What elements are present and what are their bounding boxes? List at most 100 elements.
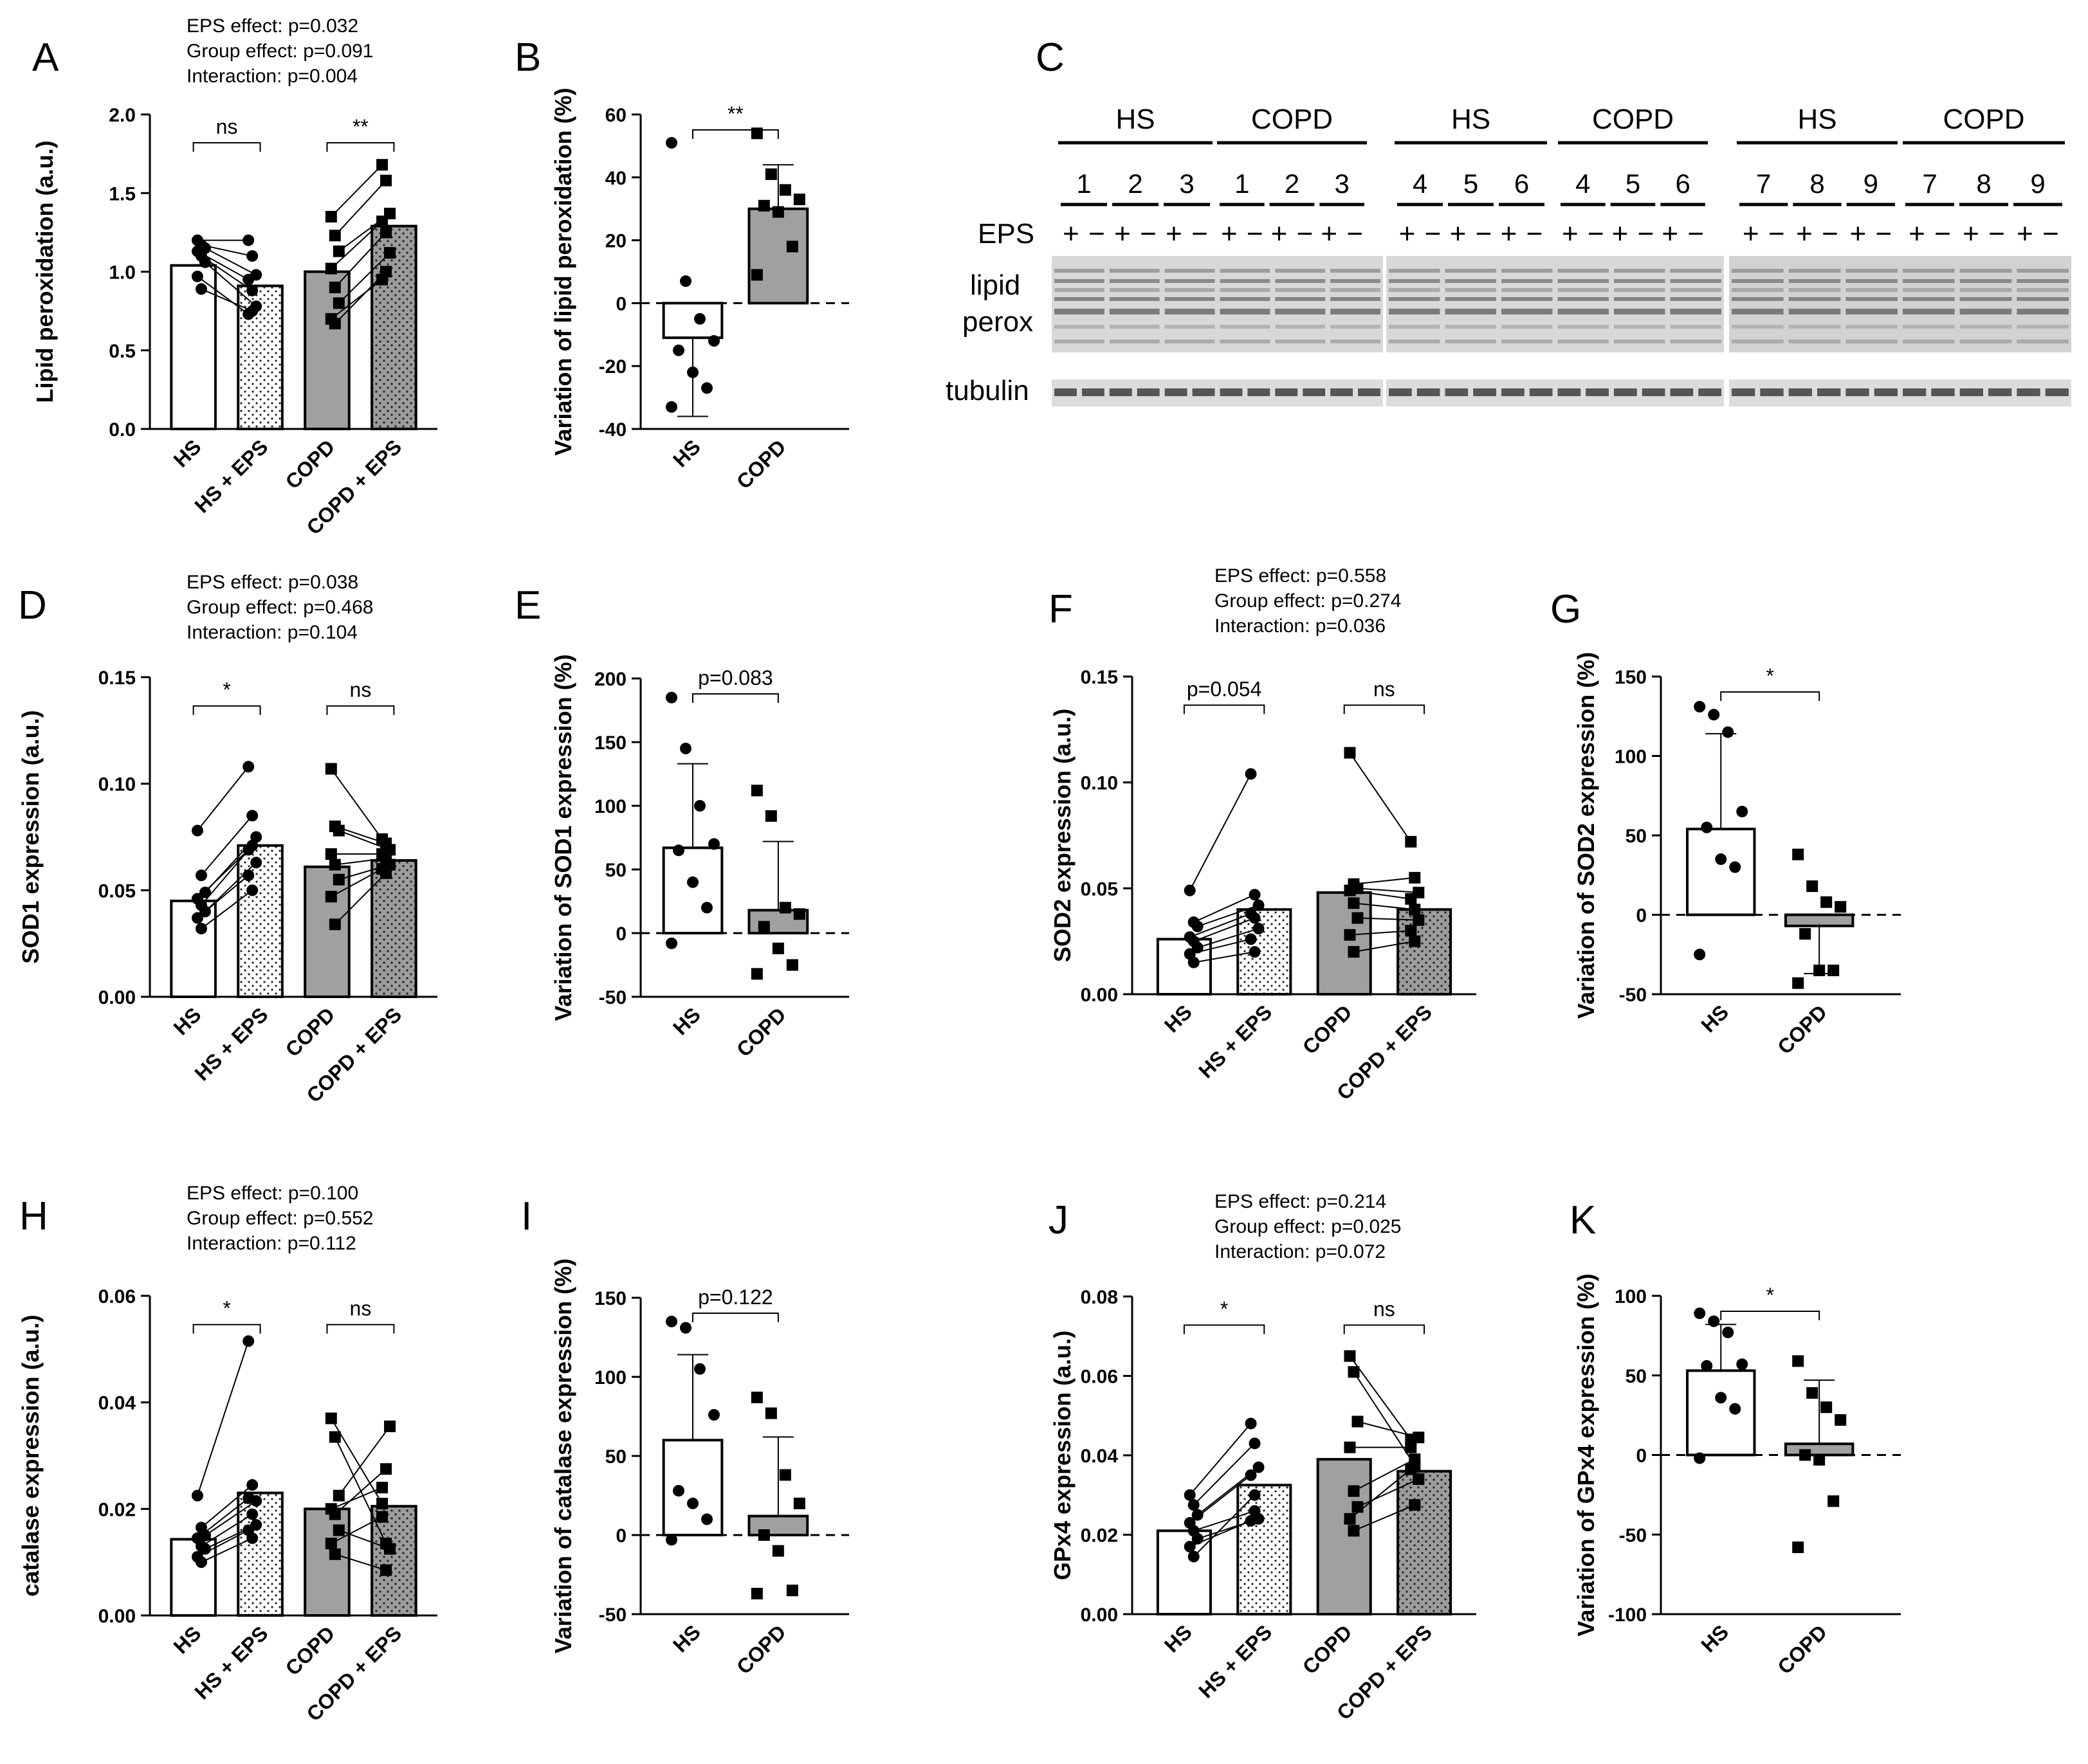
data-point-square bbox=[333, 1524, 345, 1536]
data-point-circle bbox=[1191, 1509, 1204, 1521]
tubulin-band bbox=[1303, 388, 1326, 396]
data-point-square bbox=[1799, 1449, 1811, 1461]
data-point-square bbox=[380, 266, 392, 278]
blot-band bbox=[1788, 325, 1841, 329]
data-point-square bbox=[325, 1538, 337, 1550]
tubulin-band bbox=[1220, 388, 1243, 396]
category-label: HS bbox=[169, 435, 206, 471]
eps-sign: + bbox=[1166, 218, 1182, 250]
category-label: COPD bbox=[1773, 1000, 1831, 1059]
data-point-circle bbox=[1245, 933, 1257, 945]
bar-hs-plus-eps bbox=[237, 1491, 284, 1617]
stat-line: EPS effect: p=0.032 bbox=[187, 15, 358, 37]
pair-connector bbox=[331, 278, 383, 320]
blot-band bbox=[1445, 325, 1496, 329]
blot-band bbox=[1220, 297, 1270, 301]
bar-hs-plus-eps bbox=[1236, 1484, 1292, 1615]
data-point-square bbox=[376, 215, 389, 228]
eps-sign: − bbox=[1934, 218, 1951, 250]
category-label: COPD bbox=[1298, 1620, 1357, 1678]
y-tick-label: 100 bbox=[1615, 1286, 1647, 1307]
data-point-circle bbox=[1245, 1514, 1257, 1527]
blot-band bbox=[1445, 288, 1496, 292]
data-point-circle bbox=[1729, 1403, 1741, 1415]
data-point-square bbox=[325, 1412, 337, 1424]
data-point-circle bbox=[246, 250, 259, 262]
eps-sign: − bbox=[1822, 218, 1838, 250]
bar-hs-plus-eps bbox=[1236, 908, 1292, 996]
data-point-circle bbox=[1184, 884, 1196, 896]
data-point-circle bbox=[1191, 941, 1204, 954]
significance-bracket bbox=[192, 705, 261, 715]
stat-line: Group effect: p=0.091 bbox=[187, 41, 374, 62]
bar-copd bbox=[1316, 891, 1372, 996]
blot-band bbox=[1670, 288, 1721, 292]
blot-band bbox=[1845, 297, 1898, 301]
eps-sign: + bbox=[1114, 218, 1131, 250]
data-point-square bbox=[333, 1489, 345, 1502]
blot-band bbox=[1557, 340, 1609, 343]
blot-group-header: HS bbox=[1115, 104, 1155, 135]
blot-band bbox=[1670, 325, 1721, 329]
blot-subject-number: 5 bbox=[1626, 168, 1640, 199]
tubulin-band bbox=[1988, 388, 2012, 396]
y-axis-title-B: Variation of lipid peroxidation (%) bbox=[550, 87, 576, 455]
eps-sign: + bbox=[1271, 218, 1288, 250]
blot-band bbox=[1275, 269, 1326, 273]
blot-band bbox=[1788, 288, 1841, 292]
pair-connector bbox=[1189, 913, 1251, 938]
data-point-circle bbox=[1184, 1489, 1196, 1501]
y-tick-label: 1.0 bbox=[109, 262, 136, 284]
significance-bracket bbox=[326, 1323, 395, 1334]
data-point-square bbox=[765, 168, 777, 180]
blot-band bbox=[1054, 325, 1104, 329]
blot-subject-number: 8 bbox=[1809, 168, 1824, 199]
significance-bracket bbox=[692, 693, 779, 703]
blot-band bbox=[1501, 309, 1553, 314]
tubulin-band bbox=[1586, 388, 1609, 396]
data-point-square bbox=[1409, 904, 1421, 916]
blot-band bbox=[1903, 269, 1955, 273]
stat-line: Interaction: p=0.072 bbox=[1214, 1241, 1386, 1262]
data-point-square bbox=[325, 848, 337, 860]
pair-connector bbox=[338, 1426, 390, 1496]
data-point-circle bbox=[666, 1534, 677, 1546]
data-point-square bbox=[772, 206, 784, 218]
tubulin-band bbox=[1192, 388, 1215, 396]
eps-sign: − bbox=[1988, 218, 2005, 250]
chart-panel-G: -50 0 50 100 150 Variation of SOD2 expression… bbox=[1550, 587, 1901, 1059]
blot-band bbox=[1501, 269, 1553, 273]
eps-sign: − bbox=[1588, 218, 1604, 250]
blot-band bbox=[1220, 340, 1270, 343]
pair-connector bbox=[1189, 1423, 1252, 1496]
blot-group-headers: HS COPD HS COPD HS COPD bbox=[1058, 104, 2065, 145]
category-label: HS bbox=[668, 1003, 705, 1039]
pair-connector bbox=[1349, 752, 1412, 842]
data-point-square bbox=[329, 859, 341, 871]
blot-band bbox=[1389, 325, 1440, 329]
significance-bracket bbox=[1720, 691, 1820, 701]
tubulin-band bbox=[2045, 388, 2069, 396]
data-point-square bbox=[380, 1463, 392, 1475]
data-point-circle bbox=[243, 761, 255, 773]
blot-band bbox=[1732, 269, 1784, 273]
y-tick-label: -50 bbox=[599, 1605, 627, 1626]
blot-band bbox=[1732, 288, 1784, 292]
y-tick-label: 0 bbox=[616, 293, 627, 314]
blot-band bbox=[1959, 279, 2012, 283]
bar-copd bbox=[747, 1514, 809, 1536]
significance-label: ns bbox=[1373, 677, 1395, 700]
pair-connector bbox=[1193, 1442, 1256, 1505]
panel-label-E: E bbox=[515, 583, 541, 628]
eps-sign: − bbox=[1638, 218, 1654, 250]
blot-group-header: COPD bbox=[1251, 104, 1333, 135]
data-point-square bbox=[758, 199, 770, 212]
blot-band bbox=[1389, 288, 1440, 292]
eps-sign: − bbox=[1768, 218, 1785, 250]
data-point-circle bbox=[1701, 821, 1713, 833]
eps-sign: + bbox=[1909, 218, 1925, 250]
data-point-square bbox=[1344, 1350, 1356, 1362]
